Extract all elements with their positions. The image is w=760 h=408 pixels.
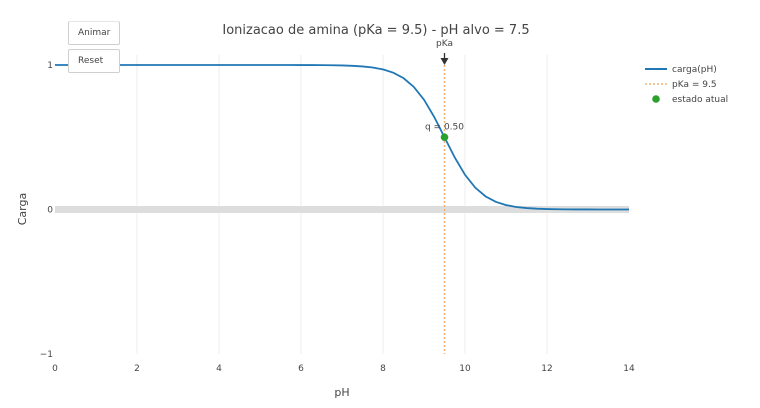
- y-axis-ticks: −1 0 1: [40, 61, 54, 360]
- y-tick-label: −1: [40, 350, 53, 360]
- y-tick-label: 0: [47, 206, 53, 216]
- chart-title: Ionizacao de amina (pKa = 9.5) - pH alvo…: [222, 23, 529, 38]
- chart-grid: [136, 55, 548, 354]
- charge-value-label: q = 0.50: [425, 122, 464, 132]
- charge-curve: [55, 64, 630, 211]
- pka-annotation-label: pKa: [436, 39, 453, 49]
- chart-legend: carga(pH) pKa = 9.5 estado atual: [645, 65, 728, 105]
- legend-entry-label: carga(pH): [672, 65, 717, 75]
- current-state-point: [440, 133, 449, 142]
- legend-swatch-marker: [652, 95, 660, 103]
- x-axis-label: pH: [334, 386, 349, 399]
- x-tick-label: 4: [216, 364, 222, 374]
- y-tick-label: 1: [47, 61, 53, 71]
- legend-entry-label: estado atual: [672, 95, 728, 105]
- x-tick-label: 2: [134, 364, 140, 374]
- reset-button[interactable]: Reset: [68, 49, 120, 73]
- y-axis-label: Carga: [16, 193, 29, 225]
- x-tick-label: 6: [298, 364, 304, 374]
- x-tick-label: 12: [541, 364, 552, 374]
- x-axis-ticks: 0 2 4 6 8 10 12 14: [52, 364, 635, 374]
- animate-button[interactable]: Animar: [68, 21, 120, 45]
- x-tick-label: 14: [623, 364, 635, 374]
- x-tick-label: 0: [52, 364, 58, 374]
- charge-curve-line: [55, 64, 630, 211]
- current-state-marker: [440, 133, 449, 142]
- chart-annotations: pKa q = 0.50: [425, 39, 464, 132]
- legend-entry-label: pKa = 9.5: [672, 80, 717, 90]
- pka-arrow-head: [440, 58, 449, 65]
- x-tick-label: 10: [459, 364, 471, 374]
- x-tick-label: 8: [380, 364, 386, 374]
